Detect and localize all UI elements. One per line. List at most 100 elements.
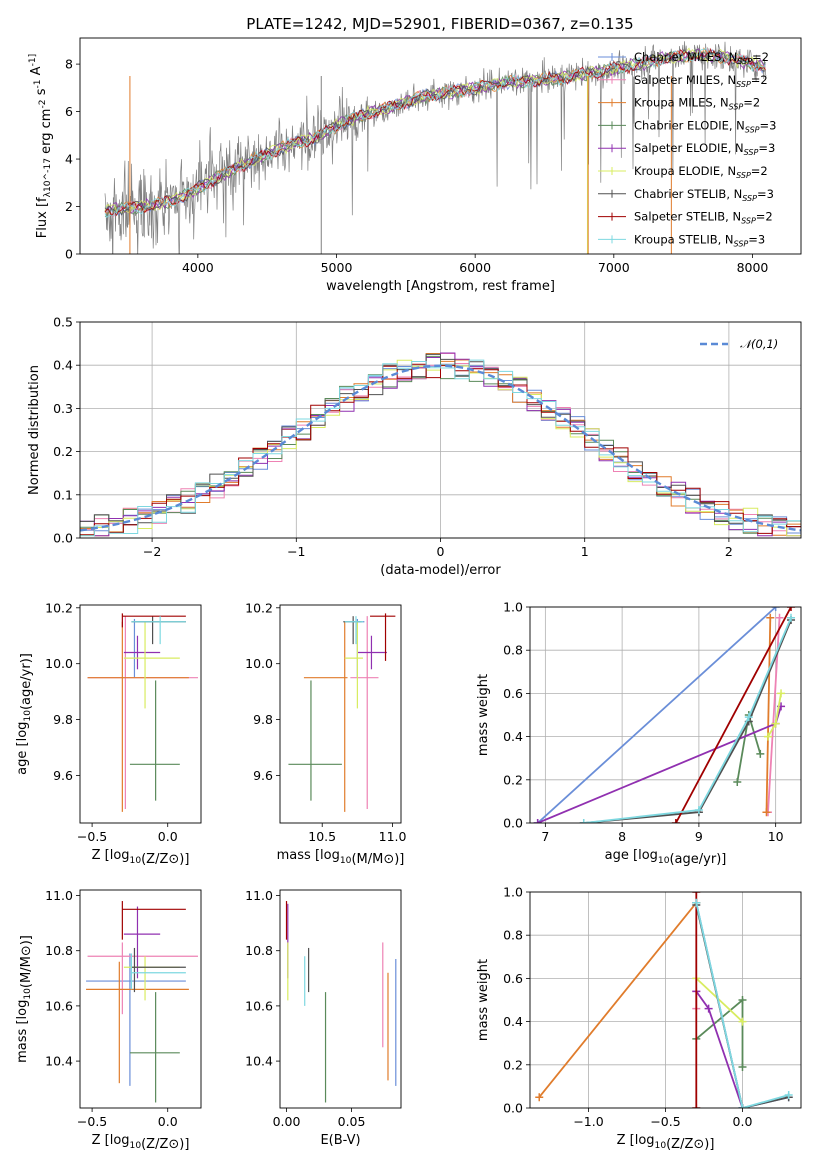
x-tick-label: 10 <box>768 829 784 844</box>
residuals-plot <box>76 321 802 542</box>
y-tick-label: 1.0 <box>503 885 523 900</box>
model-line-kroupa_stelib <box>104 47 766 219</box>
x-tick-label: −2 <box>143 544 161 559</box>
weight-marker-kroupa_stelib <box>694 806 703 815</box>
x-tick-label: 11.0 <box>379 829 407 844</box>
axes-frame <box>79 604 202 824</box>
x-tick-label: −0.5 <box>650 1114 680 1129</box>
x-tick-label: −1 <box>287 544 305 559</box>
weight-marker-chabrier_miles <box>771 607 780 611</box>
y-axis-label: age [log10(age/yr)] <box>15 653 34 775</box>
weight-line-chabrier_miles <box>537 607 777 823</box>
histogram-step-salpeter_stelib <box>80 363 801 536</box>
plot-area <box>535 892 793 1108</box>
y-tick-label: 0.4 <box>53 358 73 373</box>
y-tick-label: 1.0 <box>503 600 523 615</box>
y-tick-label: 0.5 <box>53 315 73 330</box>
x-tick-label: −0.5 <box>77 1114 107 1129</box>
y-tick-label: 0.6 <box>503 686 523 701</box>
y-tick-label: 9.8 <box>53 712 73 727</box>
legend-entry-salpeter_stelib: Salpeter STELIB, NSSP=2 <box>634 210 773 226</box>
x-tick-label: 10.5 <box>308 829 336 844</box>
y-tick-label: 10.6 <box>245 998 273 1013</box>
y-axis-label: mass [log10(M/M⊙)] <box>15 935 34 1063</box>
weight-marker-kroupa_stelib <box>744 713 753 722</box>
y-tick-label: 10.8 <box>45 943 73 958</box>
weight-line-kroupa_miles <box>765 617 772 813</box>
y-tick-label: 10.2 <box>245 600 273 615</box>
axes-frame <box>79 321 802 539</box>
y-tick-label: 0.2 <box>53 444 73 459</box>
x-tick-label: 0.0 <box>158 829 178 844</box>
x-tick-label: 0 <box>437 544 445 559</box>
x-axis-label: (data-model)/error <box>380 563 501 578</box>
legend-entry-kroupa_stelib: Kroupa STELIB, NSSP=3 <box>634 232 765 248</box>
y-tick-label: 0.3 <box>53 401 73 416</box>
age-vs-Z-plot <box>76 604 202 827</box>
axes-frame <box>79 889 202 1109</box>
mass-weight-vs-age-plot <box>526 606 802 827</box>
plot-area <box>285 901 397 1103</box>
weight-marker-kroupa_stelib <box>787 613 796 622</box>
weight-marker-kroupa_stelib <box>692 898 701 907</box>
weight-marker-kroupa_miles <box>535 1093 544 1102</box>
y-axis-label: Flux [fλ10^-17 erg cm-2 s-1 A-1] <box>28 54 54 238</box>
mass-weight-vs-Z-plot <box>526 891 802 1112</box>
age-vs-mass-plot <box>276 604 402 827</box>
normal-curve <box>80 364 801 532</box>
y-tick-label: 0.8 <box>503 643 523 658</box>
x-axis-label: Z [log10(Z/Z⊙)] <box>92 848 190 867</box>
y-tick-label: 4 <box>65 152 73 167</box>
y-tick-label: 6 <box>65 104 73 119</box>
weight-marker-salpeter_stelib <box>787 607 796 611</box>
plot-area <box>80 352 801 537</box>
weight-marker-kroupa_miles <box>762 808 771 817</box>
y-tick-label: 11.0 <box>245 888 273 903</box>
y-tick-label: 10.0 <box>45 656 73 671</box>
x-tick-label: 5000 <box>321 260 353 275</box>
weight-marker-salpeter_miles <box>775 613 784 622</box>
x-tick-label: 6000 <box>459 260 491 275</box>
plot-area <box>87 613 198 812</box>
y-tick-label: 10.8 <box>245 943 273 958</box>
histogram-step-chabrier_stelib <box>80 353 801 528</box>
weight-marker-kroupa_elodie <box>738 1017 747 1026</box>
y-tick-label: 0.6 <box>503 971 523 986</box>
axes-frame <box>529 606 802 824</box>
legend-entry-normal: 𝒩(0,1) <box>740 337 778 351</box>
weight-marker-salpeter_stelib <box>671 819 680 823</box>
legend-entry-kroupa_miles: Kroupa MILES, NSSP=2 <box>634 96 760 112</box>
axes-frame <box>279 604 402 824</box>
x-tick-label: 1 <box>581 544 589 559</box>
x-tick-label: 0.00 <box>273 1114 301 1129</box>
weight-marker-kroupa_elodie <box>763 732 772 741</box>
y-tick-label: 10.0 <box>245 656 273 671</box>
y-axis-label: mass weight <box>476 674 491 756</box>
x-tick-label: 0.05 <box>338 1114 366 1129</box>
x-tick-label: 0.0 <box>158 1114 178 1129</box>
x-axis-label: wavelength [Angstrom, rest frame] <box>326 279 555 294</box>
weight-marker-kroupa_stelib <box>579 819 588 823</box>
legend-entry-salpeter_miles: Salpeter MILES, NSSP=2 <box>634 73 768 89</box>
y-tick-label: 10.4 <box>245 1054 273 1069</box>
y-tick-label: 0.2 <box>503 1057 523 1072</box>
plot-area <box>533 607 796 823</box>
weight-marker-kroupa_stelib <box>738 1104 747 1108</box>
y-axis-label: Normed distribution <box>27 365 42 495</box>
y-tick-label: 2 <box>65 199 73 214</box>
weight-marker-kroupa_stelib <box>784 1091 793 1100</box>
mass-vs-ebv-plot <box>276 889 402 1112</box>
y-tick-label: 0.0 <box>53 531 73 546</box>
x-tick-label: 4000 <box>182 260 214 275</box>
x-tick-label: −0.5 <box>77 829 107 844</box>
x-axis-label: Z [log10(Z/Z⊙)] <box>92 1133 190 1152</box>
y-tick-label: 10.4 <box>45 1054 73 1069</box>
weight-marker-chabrier_elodie <box>756 749 765 758</box>
axes-frame <box>279 889 402 1109</box>
weight-marker-kroupa_elodie <box>777 689 786 698</box>
legend-entry-kroupa_elodie: Kroupa ELODIE, NSSP=2 <box>634 164 768 180</box>
x-tick-label: 8000 <box>737 260 769 275</box>
legend-entry-chabrier_stelib: Chabrier STELIB, NSSP=3 <box>634 187 774 203</box>
legend-entry-chabrier_elodie: Chabrier ELODIE, NSSP=3 <box>634 118 776 134</box>
